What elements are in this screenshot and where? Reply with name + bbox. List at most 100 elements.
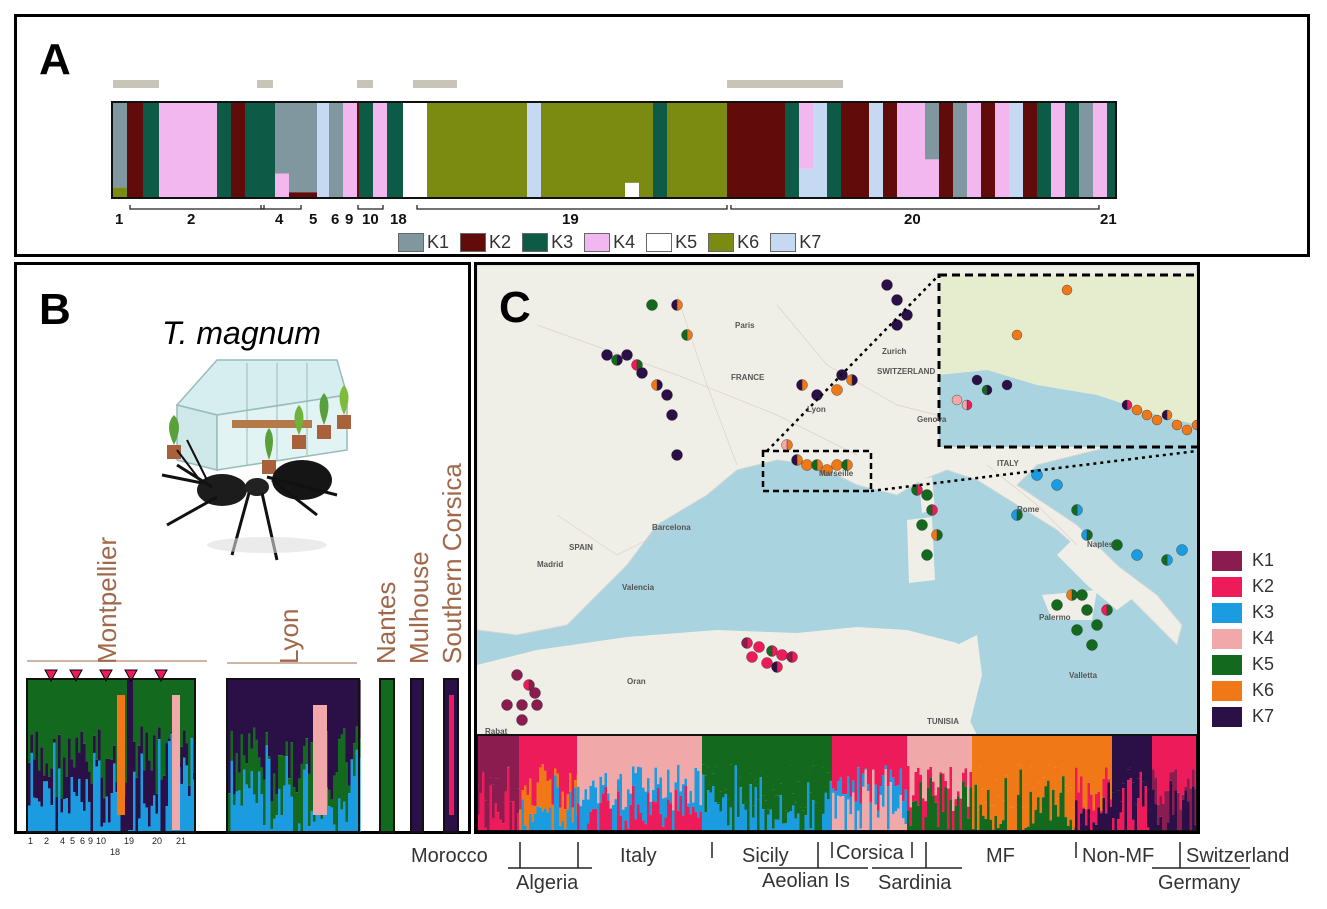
admixture-bar [924, 736, 928, 802]
admixture-bar [889, 736, 893, 770]
region-morocco: Morocco [411, 845, 488, 867]
triangle-marker [99, 669, 113, 683]
admixture-bar [984, 802, 988, 820]
admixture-bar [1067, 825, 1070, 830]
admixture-bar [902, 801, 905, 819]
admixture-bar [539, 807, 542, 830]
admixture-bar [1097, 736, 1101, 792]
admixture-bar [285, 741, 289, 757]
admixture-bar [1102, 736, 1106, 779]
admixture-bar [862, 786, 865, 830]
admixture-bar [235, 791, 239, 832]
triangle-marker [69, 669, 83, 683]
admixture-bar [90, 783, 94, 832]
admixture-bar [1059, 792, 1063, 830]
admixture-bar [330, 680, 334, 800]
legend-label-k1: K1 [427, 232, 450, 252]
admixture-bar [260, 794, 264, 832]
admixture-bar [639, 103, 653, 197]
admixture-bar [1085, 809, 1088, 826]
admixture-bar [145, 732, 149, 808]
legend-label-k4: K4 [613, 232, 636, 252]
admixture-bar [140, 726, 144, 754]
pie-slice [881, 279, 893, 291]
pie-slice [1106, 604, 1113, 616]
admixture-bar [582, 799, 585, 830]
admixture-bar [987, 736, 990, 773]
admixture-bar [1067, 790, 1070, 826]
admixture-bar [40, 806, 44, 832]
admixture-bar [333, 824, 336, 832]
admixture-bar [625, 103, 639, 183]
admixture-bar [799, 736, 803, 808]
admixture-bar [1059, 736, 1063, 766]
admixture-bar [340, 680, 344, 735]
admixture-bar [914, 800, 918, 830]
admixture-bar [168, 738, 171, 742]
zoom-inset [937, 273, 1197, 449]
admixture-bar [113, 103, 127, 188]
admixture-bar [657, 788, 660, 830]
frame-corsica [443, 678, 459, 833]
admixture-bar [754, 736, 758, 780]
admixture-bar [619, 815, 623, 830]
admixture-bar [73, 792, 76, 832]
admixture-bar [837, 795, 840, 830]
admixture-bar [739, 787, 743, 830]
frame-lyon [226, 678, 360, 833]
admixture-bar [769, 809, 773, 830]
admixture-bar [556, 773, 560, 788]
admixture-bar [1022, 736, 1025, 808]
admixture-bar [767, 736, 770, 810]
pie-slice [501, 699, 513, 711]
admixture-bar [275, 794, 279, 816]
legend-text: K4 [1252, 628, 1275, 648]
admixture-bar [188, 785, 191, 797]
admixture-bar [742, 804, 745, 830]
admixture-bar [929, 777, 933, 830]
admixture-bar [255, 739, 259, 804]
admixture-bar [917, 767, 920, 806]
admixture-bar [684, 785, 688, 830]
admixture-bar [288, 778, 291, 785]
admixture-bar [609, 808, 613, 830]
admixture-bar [772, 828, 775, 830]
admixture-bar [592, 780, 595, 810]
admixture-bar [907, 736, 910, 767]
admixture-bar [527, 103, 541, 197]
pie-slice [786, 651, 793, 663]
panel-c-structure-plot [477, 734, 1197, 831]
admixture-bar [1117, 736, 1120, 791]
admixture-bar [629, 804, 633, 830]
admixture-bar [517, 788, 520, 814]
sample-num: 6 [80, 836, 86, 846]
admixture-bar [497, 736, 500, 779]
admixture-bar [714, 766, 718, 803]
admixture-bar [947, 736, 950, 789]
admixture-bar [684, 778, 688, 786]
admixture-bar [487, 736, 490, 805]
admixture-bar [231, 103, 245, 197]
admixture-bar [103, 798, 106, 823]
admixture-bar [642, 787, 645, 821]
admixture-bar [899, 795, 903, 830]
admixture-bar [48, 788, 51, 832]
admixture-bar [984, 736, 988, 803]
admixture-bar [737, 736, 740, 795]
admixture-bar [727, 825, 730, 830]
admixture-bar [797, 781, 800, 814]
admixture-bar [127, 103, 143, 197]
admixture-bar [1047, 780, 1050, 830]
admixture-bar [799, 103, 813, 169]
admixture-bar [143, 680, 146, 771]
region-sicily: Sicily [742, 845, 789, 867]
pie-slice [529, 687, 541, 699]
pie-slice [516, 714, 528, 726]
admixture-bar [652, 736, 655, 790]
admixture-bar [328, 806, 331, 832]
admixture-bar [677, 764, 680, 811]
bracket [357, 205, 384, 210]
admixture-bar [1149, 736, 1153, 810]
admixture-bar [999, 823, 1003, 830]
pie-slice [1081, 529, 1088, 541]
